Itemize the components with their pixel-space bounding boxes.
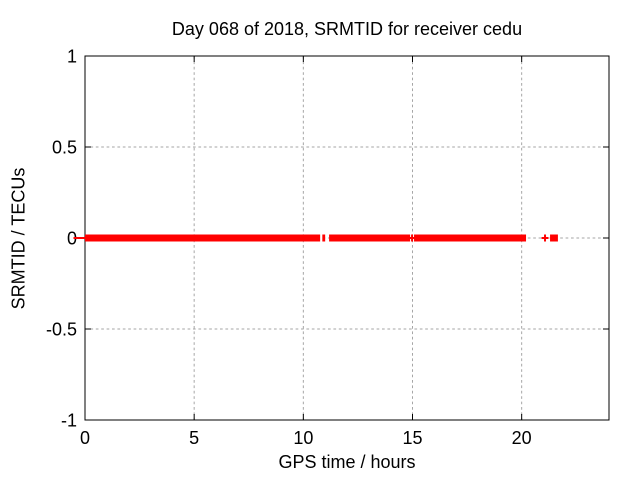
series-segment: [322, 234, 326, 242]
x-tick-label: 0: [80, 428, 90, 448]
x-tick-label: 15: [402, 428, 422, 448]
series-point-marker: [408, 234, 416, 242]
series-segment: [85, 234, 321, 242]
series-segment: [329, 234, 411, 242]
y-tick-label: 0: [67, 229, 77, 249]
y-tick-label: 0.5: [52, 138, 77, 158]
chart-title: Day 068 of 2018, SRMTID for receiver ced…: [171, 19, 523, 39]
y-tick-label: -0.5: [46, 320, 77, 340]
series-left-overhang: [73, 237, 85, 239]
y-tick-label: 1: [67, 47, 77, 67]
series-point-marker: [541, 234, 549, 242]
x-axis-label: GPS time / hours: [278, 452, 416, 472]
x-tick-label: 10: [293, 428, 313, 448]
x-tick-label: 20: [512, 428, 532, 448]
y-tick-label: -1: [61, 411, 77, 431]
series-segment: [550, 234, 558, 242]
series-segment: [414, 234, 527, 242]
x-tick-label: 5: [189, 428, 199, 448]
